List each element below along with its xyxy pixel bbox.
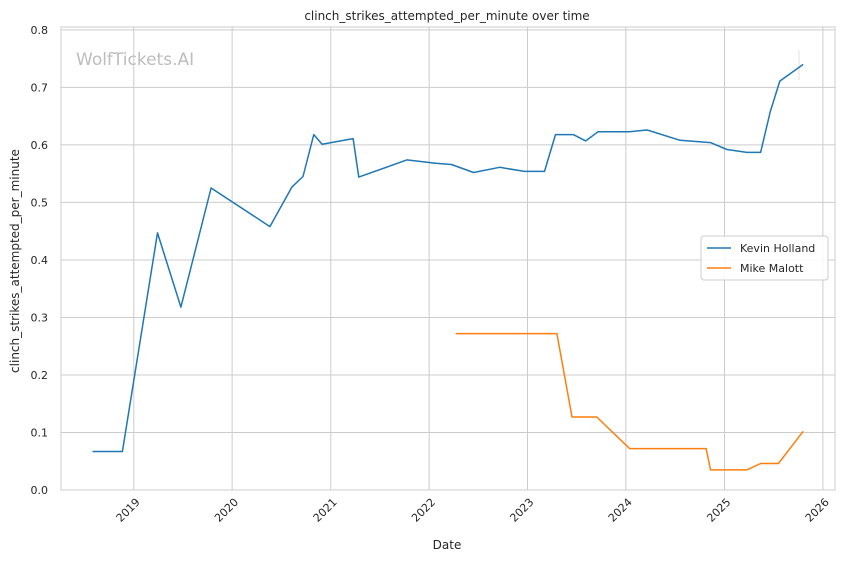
x-axis: 2019 2020 2021 2022 2023 2024 2025 2026 [114, 496, 832, 525]
series-line-mike-malott [455, 332, 804, 471]
legend-label-mike-malott: Mike Malott [740, 262, 804, 275]
x-tick-label: 2022 [409, 496, 438, 525]
plot-frame [60, 26, 836, 491]
x-tick-label: 2025 [704, 496, 733, 525]
y-tick-label: 0.3 [31, 311, 49, 324]
x-tick-label: 2026 [803, 496, 832, 525]
x-tick-label: 2024 [606, 496, 635, 525]
y-tick-label: 0.5 [31, 196, 49, 209]
y-axis: 0.0 0.1 0.2 0.3 0.4 0.5 0.6 0.7 0.8 [31, 24, 49, 497]
y-axis-label: clinch_strikes_attempted_per_minute [8, 149, 22, 373]
y-tick-label: 0.6 [31, 139, 49, 152]
watermark: WolfTickets.AI [76, 50, 194, 70]
legend: Kevin Holland Mike Malott [700, 235, 829, 281]
chart-title: clinch_strikes_attempted_per_minute over… [304, 9, 589, 23]
y-tick-label: 0.2 [31, 369, 49, 382]
y-tick-label: 0.8 [31, 24, 49, 37]
y-tick-label: 0.0 [31, 484, 49, 497]
series-layer [92, 63, 804, 471]
y-tick-label: 0.4 [31, 254, 49, 267]
x-tick-label: 2021 [311, 496, 340, 525]
y-tick-label: 0.7 [31, 81, 49, 94]
legend-box [700, 235, 829, 281]
x-tick-label: 2019 [114, 496, 143, 525]
x-tick-label: 2020 [212, 496, 241, 525]
plot-border [60, 26, 836, 491]
y-tick-label: 0.1 [31, 426, 49, 439]
x-axis-label: Date [433, 538, 462, 552]
legend-label-kevin-holland: Kevin Holland [740, 242, 815, 255]
x-tick-label: 2023 [507, 496, 536, 525]
series-line-kevin-holland [92, 63, 804, 453]
